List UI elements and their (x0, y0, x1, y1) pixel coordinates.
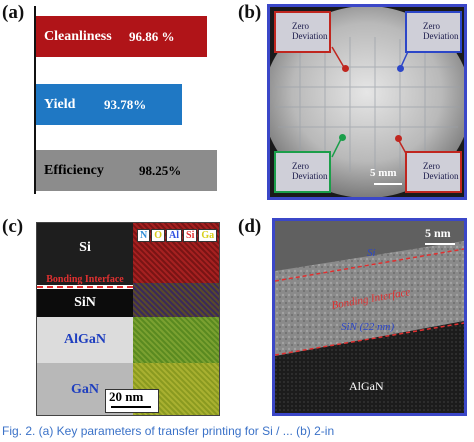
bar-yield: Yield 93.78% (36, 84, 182, 125)
layer-bonding-label: Bonding Interface (46, 273, 124, 285)
inset-text-2: Deviation (292, 31, 328, 41)
marker-dot-top-left (342, 65, 349, 72)
chart-axis (34, 6, 36, 194)
inset-text-2: Deviation (292, 171, 328, 181)
marker-dot-bottom-right (395, 135, 402, 142)
layer-si-label: Si (79, 240, 91, 255)
panel-label-c: (c) (2, 216, 24, 237)
inset-text-1: Zero (292, 21, 309, 31)
wafer-image (270, 7, 464, 197)
layer-algan: AlGaN (37, 317, 133, 363)
panel-label-d: (d) (238, 216, 262, 237)
layer-gan-label: GaN (71, 382, 99, 397)
inset-text-2: Deviation (423, 31, 459, 41)
bar-value-label: 98.25% (139, 162, 182, 178)
tem-scale-bar (111, 406, 151, 408)
tem-scale-box (105, 389, 159, 413)
eds-legend: N O Al Si Ga (137, 229, 218, 242)
bar-value-label: 96.86 % (129, 28, 175, 44)
bar-cleanliness: Cleanliness 96.86 % (36, 16, 207, 57)
die-grid (275, 37, 460, 172)
marker-dot-bottom-left (339, 134, 346, 141)
wafer-disc (270, 7, 464, 197)
inset-bottom-left: Zero Deviation (274, 151, 331, 193)
wafer-scale-label: 5 mm (370, 167, 397, 179)
inset-text-2: Deviation (423, 171, 459, 181)
panel-label-b: (b) (238, 2, 262, 23)
bar-category-label: Cleanliness (44, 28, 112, 44)
layer-sin-label: SiN (74, 295, 96, 310)
figure-caption: Fig. 2. (a) Key parameters of transfer p… (2, 424, 335, 438)
hr-algan-label: AlGaN (349, 379, 384, 393)
hrtem-image: 5 nm Si Bonding Interface SiN (22 nm) Al… (272, 218, 467, 416)
tem-scale-label: 20 nm (109, 389, 144, 404)
bonding-dash-line (37, 286, 133, 288)
panel-label-a: (a) (2, 2, 25, 23)
inset-bottom-right: Zero Deviation (405, 151, 462, 193)
bar-category-label: Yield (44, 96, 76, 112)
wafer-scale-bar (374, 183, 402, 185)
eds-map-algan (133, 317, 219, 363)
hrtem-layers (275, 221, 464, 413)
tem-cross-section: Si Bonding Interface SiN AlGaN GaN N O Al S… (36, 222, 220, 416)
marker-dot-top-right (397, 65, 404, 72)
bar-value-label: 93.78% (104, 96, 147, 112)
hr-scale-label: 5 nm (425, 226, 451, 240)
layer-bonding: Bonding Interface (37, 273, 133, 285)
eds-legend-item: O (151, 229, 166, 242)
inset-text-1: Zero (423, 21, 440, 31)
inset-top-left: Zero Deviation (274, 11, 331, 53)
eds-map-sin (133, 283, 219, 317)
bar-category-label: Efficiency (44, 162, 104, 178)
hr-si-label: Si (367, 247, 376, 259)
hr-scale-bar (425, 243, 455, 245)
inset-text-1: Zero (423, 161, 440, 171)
inset-top-right: Zero Deviation (405, 11, 462, 53)
layer-si: Si (37, 223, 133, 273)
layer-algan-label: AlGaN (64, 332, 106, 347)
eds-legend-item: N (137, 229, 151, 242)
eds-legend-item: Ga (198, 229, 218, 242)
layer-sin: SiN (37, 289, 133, 317)
hr-sin-label: SiN (22 nm) (341, 321, 395, 333)
wafer-photo: Zero Deviation Zero Deviation Zero Deviatio… (267, 4, 467, 200)
bar-efficiency: Efficiency 98.25% (36, 150, 217, 191)
eds-legend-item: Si (183, 229, 198, 242)
inset-text-1: Zero (292, 161, 309, 171)
eds-legend-item: Al (166, 229, 183, 242)
